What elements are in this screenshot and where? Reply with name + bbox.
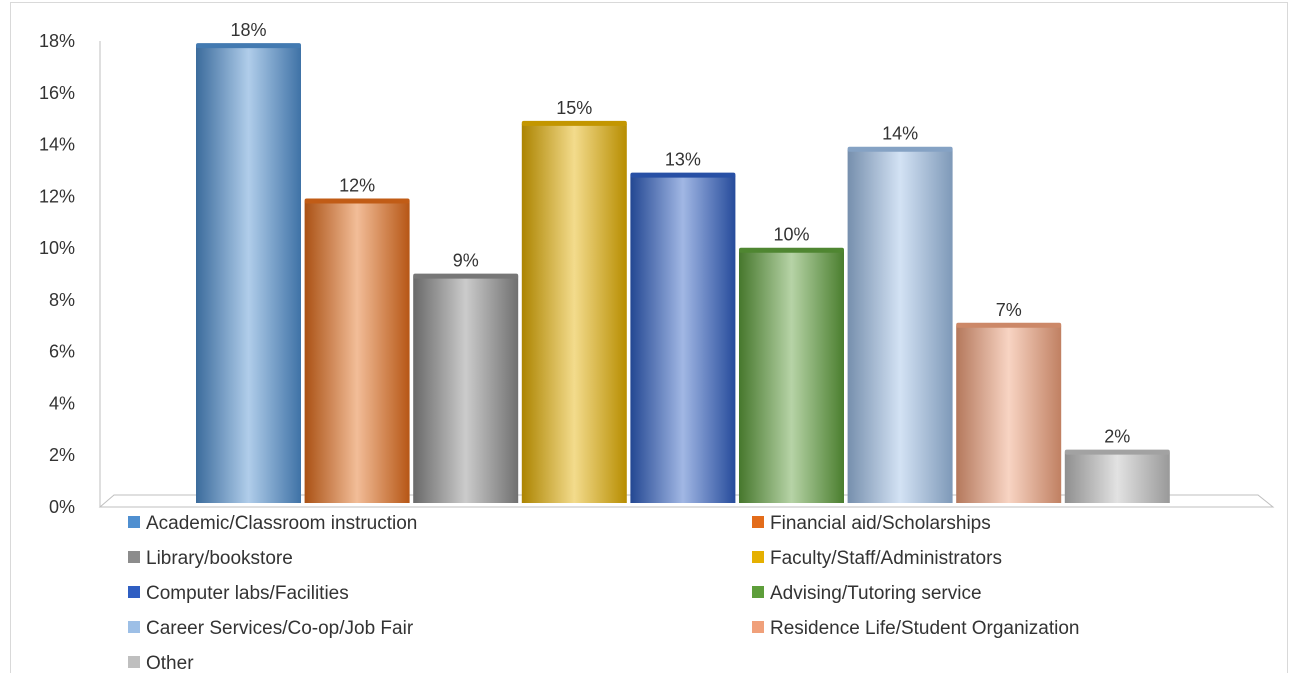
y-tick-label: 10% — [39, 238, 75, 258]
legend-item: Faculty/Staff/Administrators — [752, 548, 1002, 569]
bar — [956, 322, 1062, 503]
legend-label: Other — [146, 653, 194, 674]
chart-frame — [10, 2, 1288, 673]
legend-label: Advising/Tutoring service — [770, 583, 982, 604]
legend-swatch — [128, 586, 140, 598]
bar-front — [1064, 452, 1170, 503]
y-tick-label: 8% — [49, 290, 75, 310]
legend-label: Residence Life/Student Organization — [770, 618, 1079, 639]
data-label: 18% — [230, 20, 266, 40]
bar-front — [630, 175, 736, 503]
y-tick-label: 14% — [39, 135, 75, 155]
legend-swatch — [128, 621, 140, 633]
bar — [196, 43, 301, 504]
bar-front — [521, 123, 627, 503]
bar — [1064, 449, 1170, 503]
legend-label: Academic/Classroom instruction — [146, 513, 417, 534]
bar-front — [956, 325, 1062, 503]
bar — [630, 172, 736, 503]
legend-swatch — [752, 621, 764, 633]
legend-label: Library/bookstore — [146, 548, 293, 569]
legend-item: Career Services/Co-op/Job Fair — [128, 618, 414, 639]
y-tick-label: 18% — [39, 31, 75, 51]
legend-label: Career Services/Co-op/Job Fair — [146, 618, 414, 639]
legend-item: Financial aid/Scholarships — [752, 513, 991, 534]
data-label: 12% — [339, 176, 375, 196]
y-tick-label: 6% — [49, 342, 75, 362]
legend-item: Other — [128, 653, 194, 674]
bar — [739, 247, 844, 503]
bar-front — [196, 46, 301, 504]
data-label: 7% — [996, 300, 1022, 320]
bar-top — [1064, 449, 1170, 455]
bar — [304, 198, 410, 503]
legend-item: Library/bookstore — [128, 548, 293, 569]
legend-swatch — [752, 516, 764, 528]
data-label: 2% — [1104, 427, 1130, 447]
legend-swatch — [128, 516, 140, 528]
y-tick-label: 0% — [49, 497, 75, 517]
bar-top — [956, 322, 1062, 328]
bar-front — [847, 149, 953, 503]
bar-front — [413, 276, 519, 503]
bar-top — [739, 247, 844, 253]
legend-item: Residence Life/Student Organization — [752, 618, 1079, 639]
legend-swatch — [128, 551, 140, 563]
y-tick-label: 4% — [49, 393, 75, 413]
bar-top — [304, 198, 410, 204]
legend-label: Financial aid/Scholarships — [770, 513, 991, 534]
legend-label: Computer labs/Facilities — [146, 583, 349, 604]
bar — [847, 146, 953, 503]
data-label: 14% — [882, 124, 918, 144]
bar — [521, 120, 627, 503]
legend-item: Computer labs/Facilities — [128, 583, 349, 604]
bar-top — [847, 146, 953, 152]
legend-item: Academic/Classroom instruction — [128, 513, 417, 534]
bar-top — [196, 43, 301, 49]
data-label: 15% — [556, 98, 592, 118]
bar-top — [630, 172, 736, 178]
bar — [413, 273, 519, 503]
legend-swatch — [128, 656, 140, 668]
bar-front — [304, 201, 410, 503]
bar-front — [739, 250, 844, 503]
bar-top — [413, 273, 519, 279]
y-tick-label: 16% — [39, 83, 75, 103]
data-label: 10% — [773, 225, 809, 245]
legend-swatch — [752, 551, 764, 563]
data-label: 9% — [453, 251, 479, 271]
legend-swatch — [752, 586, 764, 598]
data-label: 13% — [665, 150, 701, 170]
y-tick-label: 12% — [39, 186, 75, 206]
y-tick-label: 2% — [49, 445, 75, 465]
legend-item: Advising/Tutoring service — [752, 583, 982, 604]
legend-label: Faculty/Staff/Administrators — [770, 548, 1002, 569]
bar-top — [521, 120, 627, 126]
